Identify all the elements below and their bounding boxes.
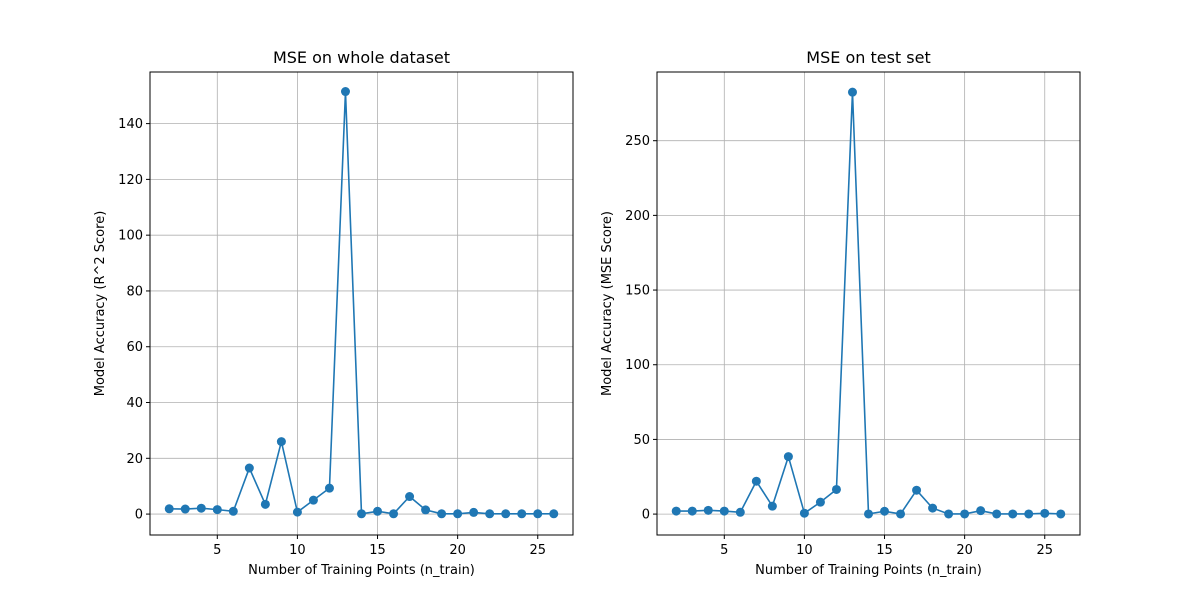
- data-point: [308, 495, 318, 505]
- data-point: [517, 509, 527, 519]
- x-tick-label: 5: [720, 543, 728, 558]
- y-tick-label: 80: [126, 284, 143, 299]
- x-tick-label: 10: [796, 543, 813, 558]
- data-point: [1056, 509, 1066, 519]
- data-point: [260, 499, 270, 509]
- x-axis-label: Number of Training Points (n_train): [248, 563, 475, 578]
- y-tick-label: 200: [625, 209, 650, 224]
- y-tick-label: 150: [625, 284, 650, 299]
- y-tick-label: 20: [126, 452, 143, 467]
- axes-frame: [656, 71, 1081, 536]
- chart-title: MSE on whole dataset: [273, 48, 450, 67]
- data-point: [501, 509, 511, 519]
- y-axis-label: Model Accuracy (MSE Score): [600, 211, 615, 396]
- data-point: [164, 504, 174, 514]
- x-tick-label: 20: [449, 543, 466, 558]
- data-point: [799, 508, 809, 518]
- data-point: [735, 507, 745, 517]
- series-line: [676, 92, 1061, 515]
- data-point: [783, 452, 793, 462]
- axes-frame: [149, 71, 574, 536]
- data-point: [1040, 508, 1050, 518]
- data-point: [340, 87, 350, 97]
- data-point: [533, 509, 543, 519]
- x-axis-label: Number of Training Points (n_train): [755, 563, 982, 578]
- x-tick-label: 20: [956, 543, 973, 558]
- y-tick-label: 40: [126, 396, 143, 411]
- data-point: [719, 506, 729, 516]
- chart-title: MSE on test set: [806, 48, 930, 67]
- data-point: [847, 87, 857, 97]
- data-point: [357, 509, 366, 519]
- data-point: [228, 506, 238, 516]
- data-point: [815, 497, 825, 507]
- data-point: [405, 492, 415, 502]
- data-point: [831, 484, 841, 494]
- y-tick-label: 120: [118, 173, 143, 188]
- data-point: [896, 509, 906, 519]
- y-tick-label: 100: [118, 229, 143, 244]
- x-tick-label: 15: [369, 543, 386, 558]
- data-point: [469, 507, 479, 517]
- data-point: [276, 437, 286, 447]
- x-tick-label: 15: [876, 543, 893, 558]
- data-point: [1024, 509, 1034, 519]
- y-tick-label: 140: [118, 117, 143, 132]
- data-point: [421, 505, 431, 515]
- y-tick-label: 0: [642, 508, 650, 523]
- series-line: [169, 91, 554, 515]
- data-point: [960, 509, 970, 519]
- data-point: [912, 485, 922, 495]
- data-point: [976, 506, 986, 516]
- data-point: [324, 483, 334, 493]
- data-point: [928, 503, 938, 513]
- data-point: [864, 509, 873, 519]
- data-point: [880, 506, 890, 516]
- data-point: [389, 509, 399, 519]
- data-point: [687, 506, 697, 516]
- y-tick-label: 0: [135, 508, 143, 523]
- x-tick-label: 25: [1036, 543, 1053, 558]
- data-point: [485, 509, 495, 519]
- data-point: [453, 509, 463, 519]
- data-point: [212, 505, 222, 515]
- x-tick-label: 10: [289, 543, 306, 558]
- y-tick-label: 50: [633, 433, 650, 448]
- data-point: [180, 504, 190, 514]
- data-point: [373, 506, 383, 516]
- data-point: [549, 509, 559, 519]
- y-tick-label: 100: [625, 358, 650, 373]
- data-point: [292, 507, 302, 517]
- data-point: [992, 509, 1002, 519]
- y-tick-label: 250: [625, 134, 650, 149]
- data-point: [751, 476, 761, 486]
- data-point: [703, 505, 713, 515]
- data-point: [767, 501, 777, 511]
- data-point: [671, 506, 681, 516]
- x-tick-label: 5: [213, 543, 221, 558]
- chart-whole-dataset: 5 10 15 20 25 0 20 40 60 80 100 120 140 MSE on whole …: [93, 48, 574, 578]
- data-point: [244, 463, 254, 473]
- y-axis-label: Model Accuracy (R^2 Score): [93, 211, 108, 397]
- data-point: [196, 503, 206, 513]
- data-point: [944, 509, 954, 519]
- y-tick-label: 60: [126, 340, 143, 355]
- data-point: [1008, 509, 1018, 519]
- data-point: [437, 509, 447, 519]
- x-tick-label: 25: [529, 543, 546, 558]
